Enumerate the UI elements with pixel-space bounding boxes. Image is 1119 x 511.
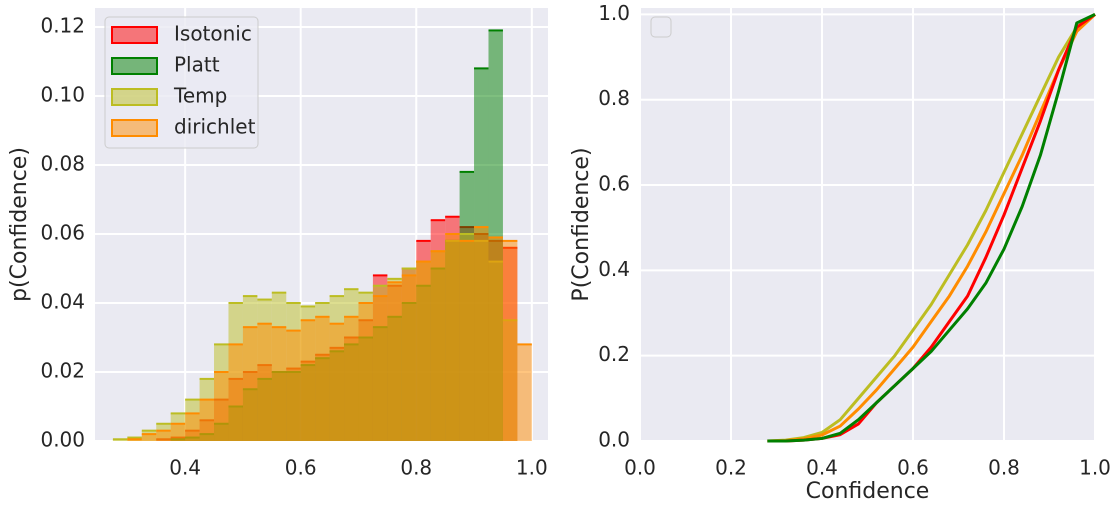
bar bbox=[156, 430, 171, 441]
y-tick-label: 0.12 bbox=[40, 13, 85, 37]
bar bbox=[372, 296, 388, 441]
cdf-line bbox=[767, 13, 1096, 443]
y-tick-label: 0.04 bbox=[40, 289, 85, 313]
bar bbox=[257, 323, 272, 441]
bar bbox=[315, 316, 330, 441]
legend-box bbox=[650, 16, 672, 38]
x-tick-label: 0.8 bbox=[988, 456, 1020, 480]
bar bbox=[416, 261, 431, 441]
y-tick-label: 0.02 bbox=[40, 358, 85, 382]
bar bbox=[300, 320, 316, 441]
cdf-line bbox=[767, 13, 1096, 443]
y-tick-label: 1.0 bbox=[598, 1, 630, 25]
bar bbox=[474, 227, 489, 441]
bar bbox=[329, 323, 345, 441]
x-tick-label: 0.6 bbox=[285, 456, 317, 480]
x-tick-label: 0.8 bbox=[400, 456, 432, 480]
y-tick-label: 0.06 bbox=[40, 220, 85, 244]
bar bbox=[141, 434, 157, 441]
bar bbox=[430, 251, 446, 441]
bar bbox=[459, 240, 475, 441]
bar bbox=[271, 327, 287, 441]
legend-label: dirichlet bbox=[174, 115, 256, 139]
bar bbox=[199, 399, 215, 441]
bar bbox=[214, 371, 229, 441]
axes: 0.0 0.2 0.4 0.6 0.8 1.0 0.0 0.2 0.4 0.6 0.8 1.0 P(Co… bbox=[569, 1, 1111, 504]
bar bbox=[228, 344, 243, 441]
x-tick-label: 0.0 bbox=[624, 456, 656, 480]
cdf-line bbox=[767, 13, 1097, 443]
legend-swatch bbox=[111, 57, 158, 75]
x-tick-label: 1.0 bbox=[516, 456, 548, 480]
bar bbox=[517, 344, 532, 441]
legend-swatch bbox=[111, 88, 158, 106]
y-tick-label: 0.08 bbox=[40, 151, 85, 175]
x-tick-label: 0.4 bbox=[169, 456, 201, 480]
bar bbox=[170, 423, 186, 441]
legend-box bbox=[104, 16, 259, 149]
bar bbox=[358, 302, 373, 441]
bar bbox=[401, 275, 417, 441]
bar bbox=[242, 327, 258, 441]
legend-swatch bbox=[111, 119, 158, 137]
bar bbox=[445, 233, 460, 441]
bar bbox=[488, 237, 503, 441]
bar bbox=[286, 330, 301, 441]
histogram-series bbox=[127, 226, 532, 441]
y-tick-label: 0.10 bbox=[40, 82, 85, 106]
y-tick-label: 0.2 bbox=[598, 342, 630, 366]
x-tick-label: 0.2 bbox=[715, 456, 747, 480]
y-tick-label: 0.4 bbox=[598, 257, 630, 281]
bar bbox=[387, 282, 402, 441]
bar bbox=[185, 413, 200, 441]
legend-swatch bbox=[111, 26, 158, 44]
y-axis-label: P(Confidence) bbox=[569, 147, 594, 301]
y-tick-label: 0.8 bbox=[598, 86, 630, 110]
bar bbox=[502, 240, 518, 441]
y-tick-label: 0.0 bbox=[598, 428, 630, 452]
x-axis-label: Confidence bbox=[806, 479, 930, 504]
y-axis-label: p(Confidence) bbox=[7, 147, 32, 302]
legend-label: Temp bbox=[173, 84, 227, 108]
legend-label: Isotonic bbox=[174, 22, 252, 46]
plot-background bbox=[640, 8, 1095, 441]
x-tick-label: 1.0 bbox=[1079, 456, 1111, 480]
x-tick-label: 0.6 bbox=[897, 456, 929, 480]
x-tick-label: 0.4 bbox=[806, 456, 838, 480]
y-tick-label: 0.6 bbox=[598, 172, 630, 196]
legend: Isotonic Platt Temp dirichlet bbox=[104, 16, 259, 149]
y-tick-label: 0.00 bbox=[40, 428, 85, 452]
legend-label: Platt bbox=[174, 53, 220, 77]
bar bbox=[344, 316, 359, 441]
